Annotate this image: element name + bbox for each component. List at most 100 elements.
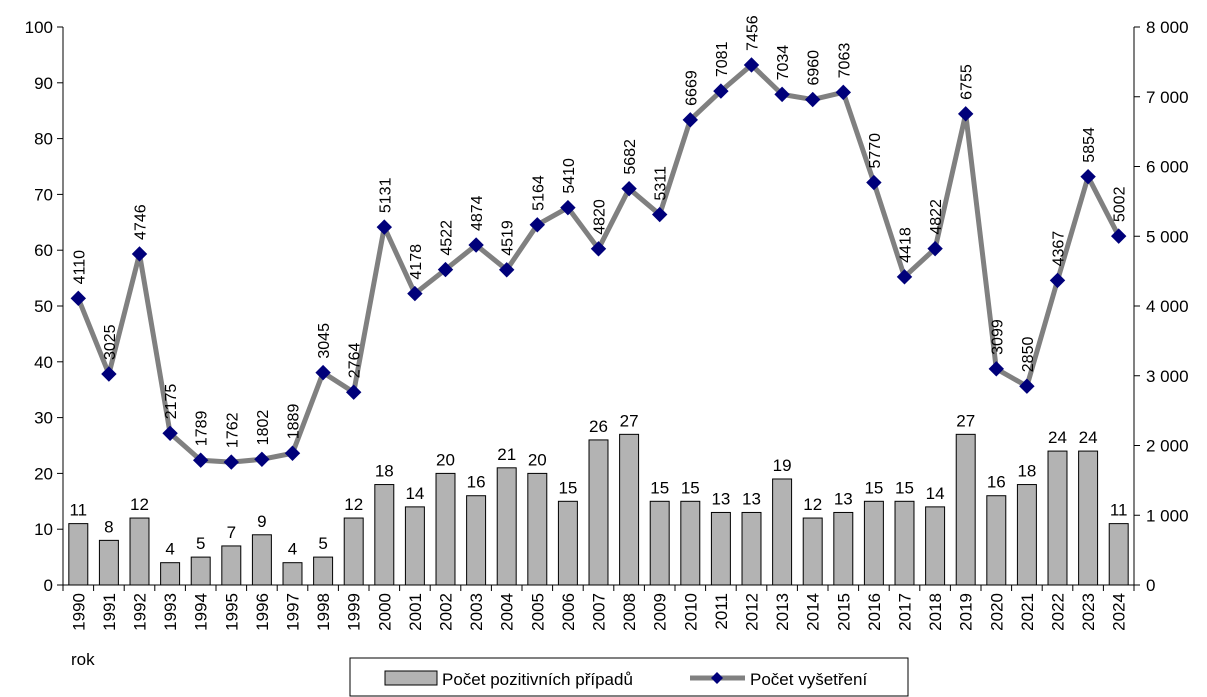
bar-data-label: 27: [956, 411, 975, 430]
line-point: [192, 452, 209, 468]
line-data-label: 6669: [683, 70, 700, 106]
x-axis-title: rok: [71, 650, 95, 669]
bar-data-label: 12: [803, 495, 822, 514]
line-point: [590, 241, 607, 257]
bar-data-label: 12: [130, 495, 149, 514]
bar: [802, 517, 823, 586]
legend-label-bars: Počet pozitivních případů: [442, 670, 633, 689]
line-data-label: 2850: [1020, 337, 1037, 373]
line-point: [774, 86, 790, 103]
bar-data-label: 12: [344, 495, 363, 514]
bar-data-label: 9: [257, 512, 266, 531]
x-tick-label: 2024: [1110, 593, 1129, 631]
bar: [1047, 450, 1068, 586]
line-point: [682, 112, 699, 128]
bar: [557, 500, 578, 586]
x-tick-label: 2022: [1049, 593, 1068, 631]
bar: [435, 472, 456, 586]
line-data-label: 3025: [102, 324, 119, 360]
line-data-label: 4822: [928, 199, 945, 235]
bar: [466, 495, 487, 586]
right-tick-label: 4 000: [1146, 297, 1189, 316]
left-tick-label: 0: [44, 576, 53, 595]
bar: [282, 562, 303, 586]
line-point: [376, 219, 393, 235]
bar: [894, 500, 915, 586]
bar-data-label: 18: [375, 462, 394, 481]
bar-data-label: 11: [1110, 501, 1128, 520]
bar: [251, 534, 272, 586]
line-point: [957, 106, 974, 122]
x-tick-label: 2003: [467, 593, 486, 631]
left-tick-label: 20: [34, 464, 53, 483]
right-tick-label: 7 000: [1146, 88, 1189, 107]
left-tick-label: 70: [34, 185, 53, 204]
x-tick-label: 2015: [834, 593, 853, 631]
x-tick-label: 2016: [865, 593, 884, 631]
line-data-label: 5311: [653, 166, 670, 201]
line-data-label: 5002: [1112, 186, 1129, 222]
bar-data-label: 24: [1079, 428, 1098, 447]
bar: [741, 511, 762, 586]
line-point: [498, 262, 515, 278]
x-tick-label: 2009: [651, 593, 670, 631]
line-data-label: 7063: [836, 43, 853, 79]
line-point: [529, 217, 546, 233]
line-point: [621, 180, 637, 197]
line-point: [896, 269, 913, 285]
line-point: [254, 451, 270, 468]
line-data-label: 2764: [347, 343, 364, 379]
line-point: [70, 290, 87, 307]
bar: [680, 500, 701, 586]
bar-data-label: 15: [681, 478, 700, 497]
line-data-label: 4110: [71, 250, 88, 285]
bar-data-label: 7: [227, 523, 236, 542]
line-point: [560, 199, 576, 216]
bar-data-label: 14: [405, 484, 424, 503]
bar-data-label: 20: [528, 450, 547, 469]
left-tick-label: 60: [34, 241, 53, 260]
line-data-label: 1789: [194, 411, 211, 447]
line-data-label: 5770: [867, 133, 884, 169]
bar: [98, 539, 119, 586]
x-tick-label: 2013: [773, 593, 792, 631]
line-data-label: 4820: [592, 199, 609, 235]
x-tick-label: 2010: [681, 593, 700, 631]
left-tick-label: 90: [34, 74, 53, 93]
bar: [129, 517, 150, 586]
right-tick-label: 3 000: [1146, 367, 1189, 386]
x-tick-label: 2001: [406, 593, 425, 631]
x-tick-label: 1996: [253, 593, 272, 631]
bar-data-label: 11: [69, 501, 87, 520]
line-point: [1110, 228, 1127, 244]
bar-data-label: 15: [650, 478, 669, 497]
bar-data-label: 15: [558, 478, 577, 497]
line-point: [743, 57, 760, 73]
bar: [955, 433, 976, 586]
legend-label-line: Počet vyšetření: [750, 670, 867, 689]
bar-data-label: 5: [318, 534, 327, 553]
x-tick-label: 2004: [498, 593, 517, 631]
legend-bar-swatch: [384, 670, 438, 686]
line-point: [162, 425, 178, 442]
line-data-label: 1762: [224, 412, 241, 448]
line-point: [1080, 168, 1096, 185]
line-point: [835, 84, 852, 101]
line-data-label: 3099: [989, 319, 1006, 355]
x-tick-label: 2017: [896, 593, 915, 631]
line-data-label: 1889: [286, 404, 303, 440]
left-tick-label: 50: [34, 297, 53, 316]
bar: [833, 511, 854, 586]
x-tick-label: 2000: [375, 593, 394, 631]
x-tick-label: 2020: [987, 593, 1006, 631]
bar-data-label: 13: [834, 489, 853, 508]
bar: [68, 523, 89, 586]
bar-data-label: 27: [620, 411, 639, 430]
x-tick-label: 1992: [131, 593, 150, 631]
line-data-label: 5164: [530, 175, 547, 211]
x-tick-label: 1999: [345, 593, 364, 631]
line-data-label: 4519: [500, 220, 517, 256]
line-point: [1019, 378, 1035, 394]
bar: [649, 500, 670, 586]
